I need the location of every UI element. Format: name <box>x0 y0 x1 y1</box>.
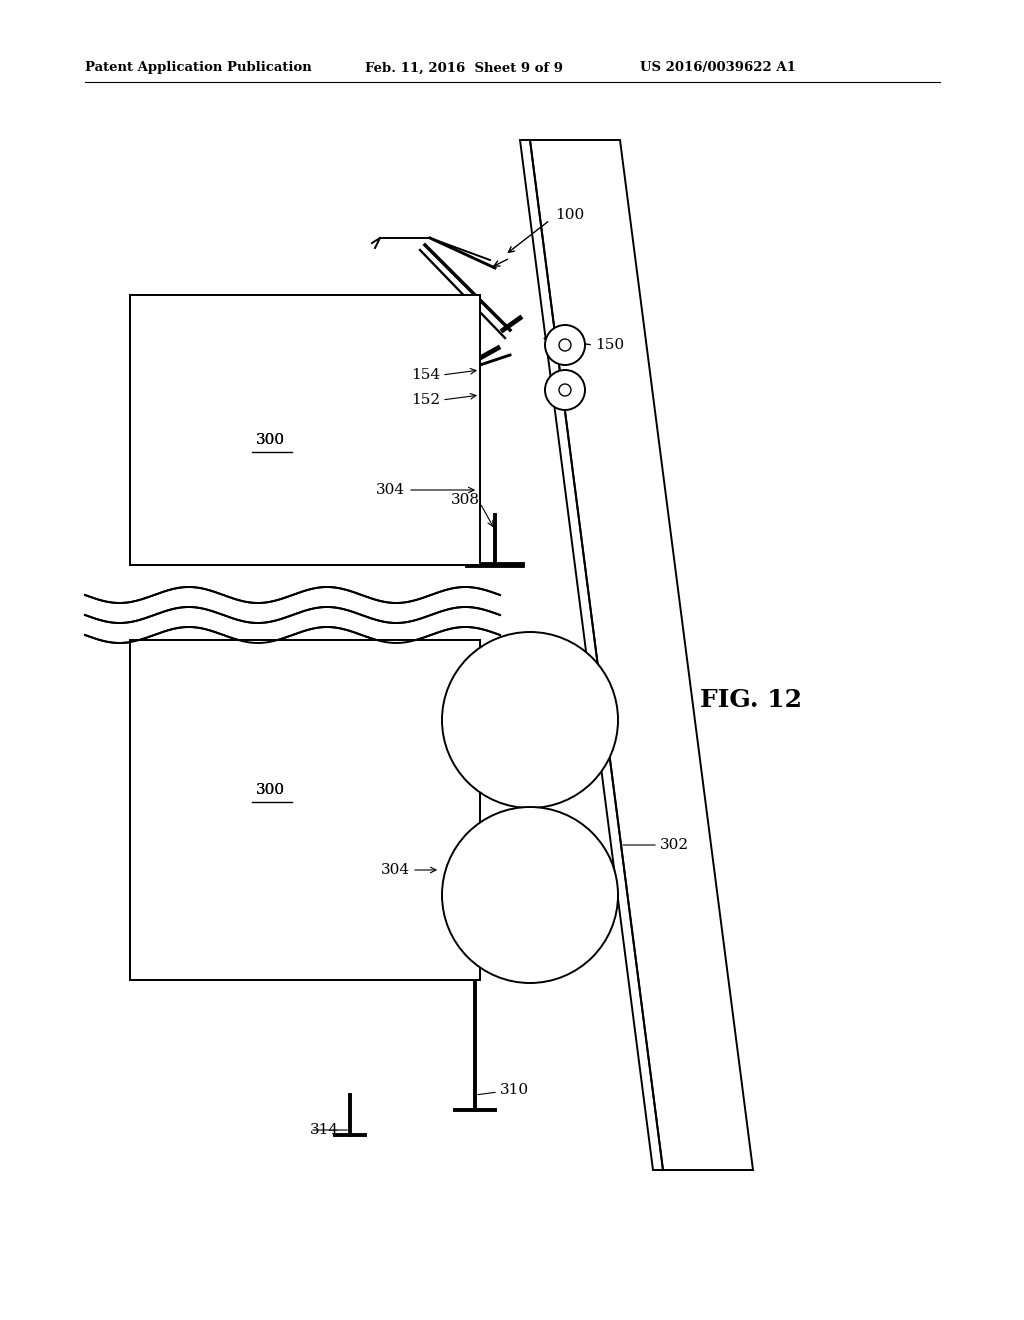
Text: 302: 302 <box>660 838 689 851</box>
Text: US 2016/0039622 A1: US 2016/0039622 A1 <box>640 62 796 74</box>
Bar <box>130 640 480 979</box>
Bar <box>130 294 480 565</box>
Circle shape <box>545 325 585 366</box>
Circle shape <box>559 384 571 396</box>
Text: 304: 304 <box>381 863 410 876</box>
Circle shape <box>559 339 571 351</box>
Text: 300: 300 <box>255 433 285 447</box>
Text: 300: 300 <box>255 783 285 797</box>
Circle shape <box>545 370 585 411</box>
Circle shape <box>442 632 618 808</box>
Text: FIG. 12: FIG. 12 <box>700 688 802 711</box>
Text: Patent Application Publication: Patent Application Publication <box>85 62 311 74</box>
Polygon shape <box>520 140 753 1170</box>
Text: 314: 314 <box>310 1123 339 1137</box>
Text: 154: 154 <box>411 368 440 381</box>
Text: 152: 152 <box>411 393 440 407</box>
Text: 300: 300 <box>255 783 285 797</box>
Text: Feb. 11, 2016  Sheet 9 of 9: Feb. 11, 2016 Sheet 9 of 9 <box>365 62 563 74</box>
Text: 304: 304 <box>376 483 406 498</box>
Text: 150: 150 <box>595 338 624 352</box>
Text: 308: 308 <box>451 492 480 507</box>
Text: 300: 300 <box>255 433 285 447</box>
Circle shape <box>442 807 618 983</box>
Text: 310: 310 <box>500 1082 529 1097</box>
Text: 100: 100 <box>555 209 585 222</box>
